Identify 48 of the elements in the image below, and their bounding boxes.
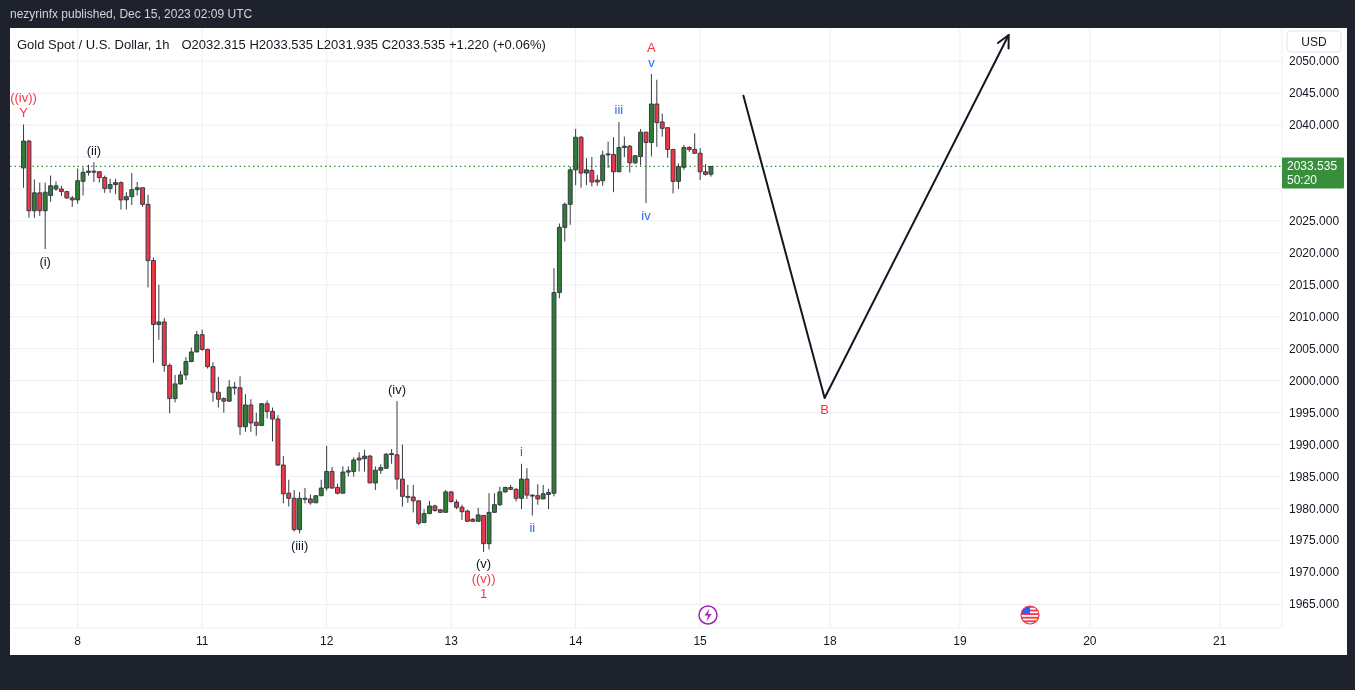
y-tick-label: 2045.000 (1289, 86, 1340, 101)
text: O2032.315 H2033.535 L2031.935 C2033.535 +1.220 (+0.06%) (181, 36, 546, 52)
x-tick-label: 20 (1083, 634, 1097, 648)
annotation: ((v)) (471, 571, 496, 587)
text: Gold Spot / U.S. Dollar, 1h (17, 36, 170, 52)
annotation: A (647, 39, 657, 55)
y-tick-label: 2025.000 (1289, 213, 1340, 228)
x-tick-label: 18 (823, 634, 838, 648)
y-axis-title: USD (1301, 34, 1327, 49)
annotation: (v) (476, 556, 492, 572)
annotation: ((iv)) (10, 89, 37, 105)
annotation: (iii) (290, 537, 309, 553)
y-tick-label: 1965.000 (1289, 597, 1340, 612)
y-tick-label: 1980.000 (1289, 501, 1340, 516)
x-tick-label: 12 (319, 634, 334, 648)
annotation: Y (19, 104, 29, 120)
x-tick-label: 15 (693, 634, 708, 648)
y-tick-label: 2000.000 (1289, 373, 1340, 388)
y-tick-label: 2020.000 (1289, 245, 1340, 260)
x-tick-label: 11 (195, 634, 209, 648)
y-tick-label: 2040.000 (1289, 118, 1340, 133)
annotation: iv (641, 207, 652, 223)
annotation: (ii) (86, 142, 102, 158)
y-tick-label: 1985.000 (1289, 469, 1340, 484)
y-tick-label: 1970.000 (1289, 565, 1340, 580)
y-tick-label: 2005.000 (1289, 341, 1340, 356)
annotation: ii (529, 520, 536, 536)
text: 50:20 (1287, 173, 1318, 188)
y-tick-label: 1995.000 (1289, 405, 1340, 420)
x-tick-label: 14 (568, 634, 583, 648)
text: nezyrinfx published, Dec 15, 2023 02:09 UTC (10, 7, 253, 21)
x-tick-label: 8 (74, 634, 82, 648)
x-tick-label: 13 (444, 634, 459, 648)
y-tick-label: 1990.000 (1289, 437, 1340, 452)
annotation: B (820, 402, 829, 418)
annotation: 1 (480, 586, 488, 602)
x-tick-label: 21 (1213, 634, 1227, 648)
annotation: iii (614, 102, 624, 118)
y-tick-label: 2010.000 (1289, 309, 1340, 324)
x-tick-label: 19 (953, 634, 967, 648)
annotation: (i) (39, 253, 51, 269)
annotation: v (648, 54, 656, 70)
annotation: (iv) (387, 381, 407, 397)
y-tick-label: 2015.000 (1289, 277, 1340, 292)
annotation: i (520, 444, 524, 460)
ref-line-label: 2033.535 (1287, 159, 1338, 174)
y-tick-label: 1975.000 (1289, 533, 1340, 548)
y-tick-label: 2050.000 (1289, 54, 1340, 69)
